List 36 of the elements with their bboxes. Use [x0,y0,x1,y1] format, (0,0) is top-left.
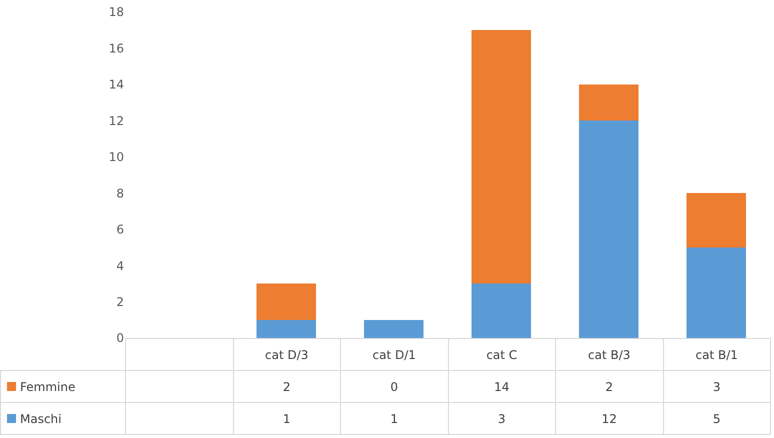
bar [579,84,638,121]
data-label: 3 [448,402,556,434]
bar [686,193,746,248]
x-tick-label: cat D/1 [340,338,448,370]
data-label: 1 [340,402,448,434]
y-tick-label: 14 [108,78,124,92]
data-label: 2 [556,370,663,402]
y-tick-label: 12 [108,114,124,128]
legend-label: Maschi [0,402,126,434]
bar [472,30,531,284]
data-label: 3 [663,370,770,402]
bar [686,247,746,338]
data-label: 2 [233,370,340,402]
y-tick-label: 2 [116,294,124,309]
x-tick-label: cat B/1 [663,338,770,370]
bar [472,284,531,338]
data-label: 12 [556,402,663,434]
bar [256,320,316,338]
data-label: 0 [340,370,448,402]
y-tick-label: 6 [116,222,124,237]
y-tick-label: 18 [108,5,124,20]
x-tick-label: cat D/3 [233,338,340,370]
y-tick-label: 10 [108,150,124,164]
data-label: 5 [663,402,770,434]
y-tick-label: 0 [116,331,124,346]
data-label: 1 [233,402,340,434]
data-label: 14 [448,370,556,402]
legend-label: Femmine [0,370,126,402]
bar [579,120,638,338]
bar [364,320,424,338]
x-tick-label: cat B/3 [556,338,663,370]
y-tick-label: 16 [108,41,124,56]
x-tick-label: cat C [448,338,556,370]
y-tick-label: 4 [116,258,124,273]
y-tick-label: 8 [116,186,124,200]
bar [256,284,316,320]
